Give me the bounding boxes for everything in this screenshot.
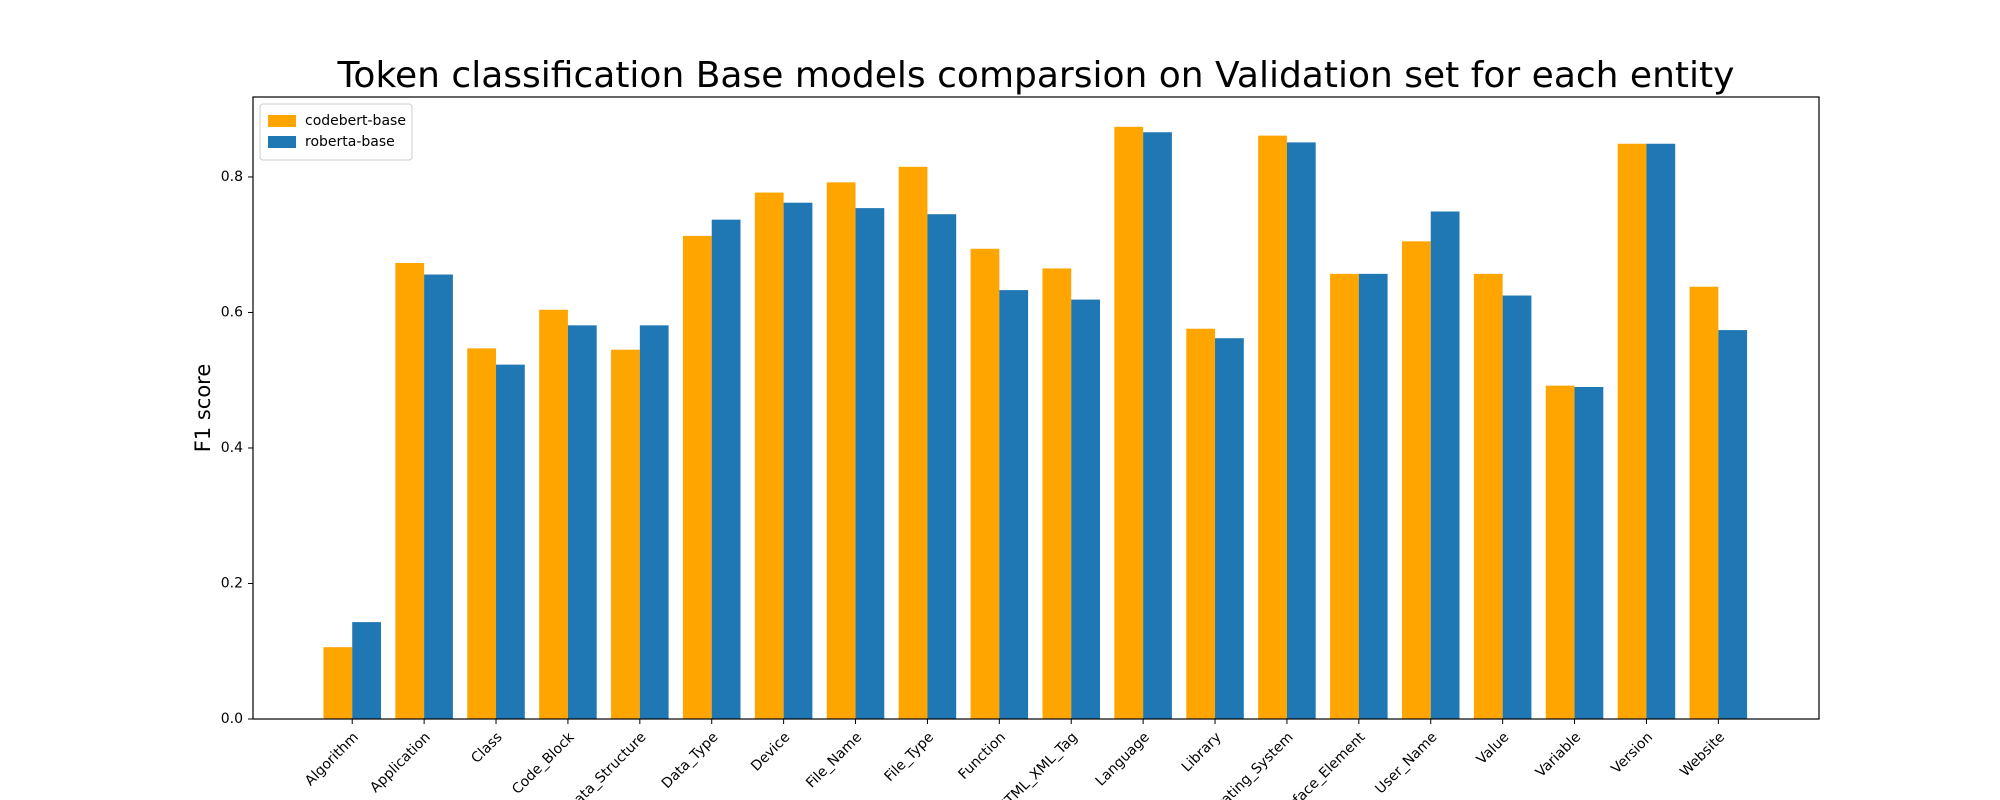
bar (1401, 241, 1431, 720)
y-tick-label: 0.0 (221, 711, 243, 727)
legend-label: roberta-base (305, 134, 395, 150)
bar (1071, 299, 1100, 719)
y-tick-label: 0.6 (221, 304, 243, 320)
x-tick-label: Code_Block (509, 729, 578, 798)
x-tick-label: Algorithm (302, 729, 362, 789)
x-tick-label: Language (1093, 729, 1153, 789)
x-tick-label: Library (1179, 729, 1225, 775)
bar (1430, 211, 1460, 719)
bar (639, 325, 669, 719)
plot-frame (252, 96, 1820, 720)
bar (395, 263, 425, 719)
x-tick-label: Data_Type (659, 729, 722, 792)
y-axis-label: F1 score (191, 364, 215, 453)
bar (496, 364, 525, 719)
bar (1689, 286, 1719, 719)
legend-swatch (268, 136, 296, 148)
bar (1114, 126, 1144, 720)
bar (1473, 273, 1503, 719)
bar (826, 182, 856, 719)
x-tick-label: File_Type (882, 729, 938, 785)
bar (1718, 330, 1748, 719)
x-tick-label: File_Name (803, 729, 865, 791)
bar (567, 325, 597, 719)
bar (1502, 295, 1532, 719)
bar (611, 349, 640, 719)
bar (1617, 143, 1647, 719)
bar (1258, 135, 1287, 719)
bar (424, 274, 453, 719)
bar (1042, 268, 1072, 719)
bar (1646, 143, 1676, 719)
bar (467, 348, 497, 719)
x-tick-label: User_Name (1372, 729, 1440, 797)
y-tick-label: 0.4 (221, 440, 243, 456)
bar (1186, 328, 1216, 719)
bar (711, 219, 741, 719)
bar (783, 202, 813, 719)
legend-label: codebert-base (305, 113, 406, 129)
bar (754, 192, 784, 719)
y-tick-label: 0.2 (221, 575, 243, 591)
bar (855, 208, 885, 720)
bar (1358, 273, 1388, 719)
chart-title: Token classification Base models compars… (337, 55, 1735, 96)
bar (970, 248, 1000, 719)
x-tick-label: Value (1474, 729, 1513, 768)
bar (682, 235, 712, 719)
x-tick-label: Variable (1533, 729, 1584, 780)
x-tick-label: Device (748, 729, 793, 774)
bar (1143, 132, 1172, 720)
x-tick-label: Application (367, 729, 434, 796)
x-tick-label: Website (1677, 729, 1728, 780)
bar (927, 214, 957, 719)
legend-swatch (268, 115, 296, 127)
bar (539, 309, 568, 719)
bar (1215, 338, 1244, 719)
bar (1574, 386, 1604, 719)
bar (352, 622, 381, 719)
bar (1545, 385, 1575, 719)
legend: codebert-base roberta-base (259, 103, 413, 161)
x-tick-label: Class (468, 729, 505, 766)
x-tick-label: Function (956, 729, 1009, 782)
legend-frame (259, 103, 413, 161)
x-tick-label: Version (1608, 729, 1656, 777)
bar (323, 647, 353, 719)
y-tick-label: 0.8 (221, 169, 243, 185)
bar (999, 290, 1029, 719)
bar (1330, 273, 1359, 719)
bar (898, 166, 928, 719)
bar (1286, 142, 1316, 720)
